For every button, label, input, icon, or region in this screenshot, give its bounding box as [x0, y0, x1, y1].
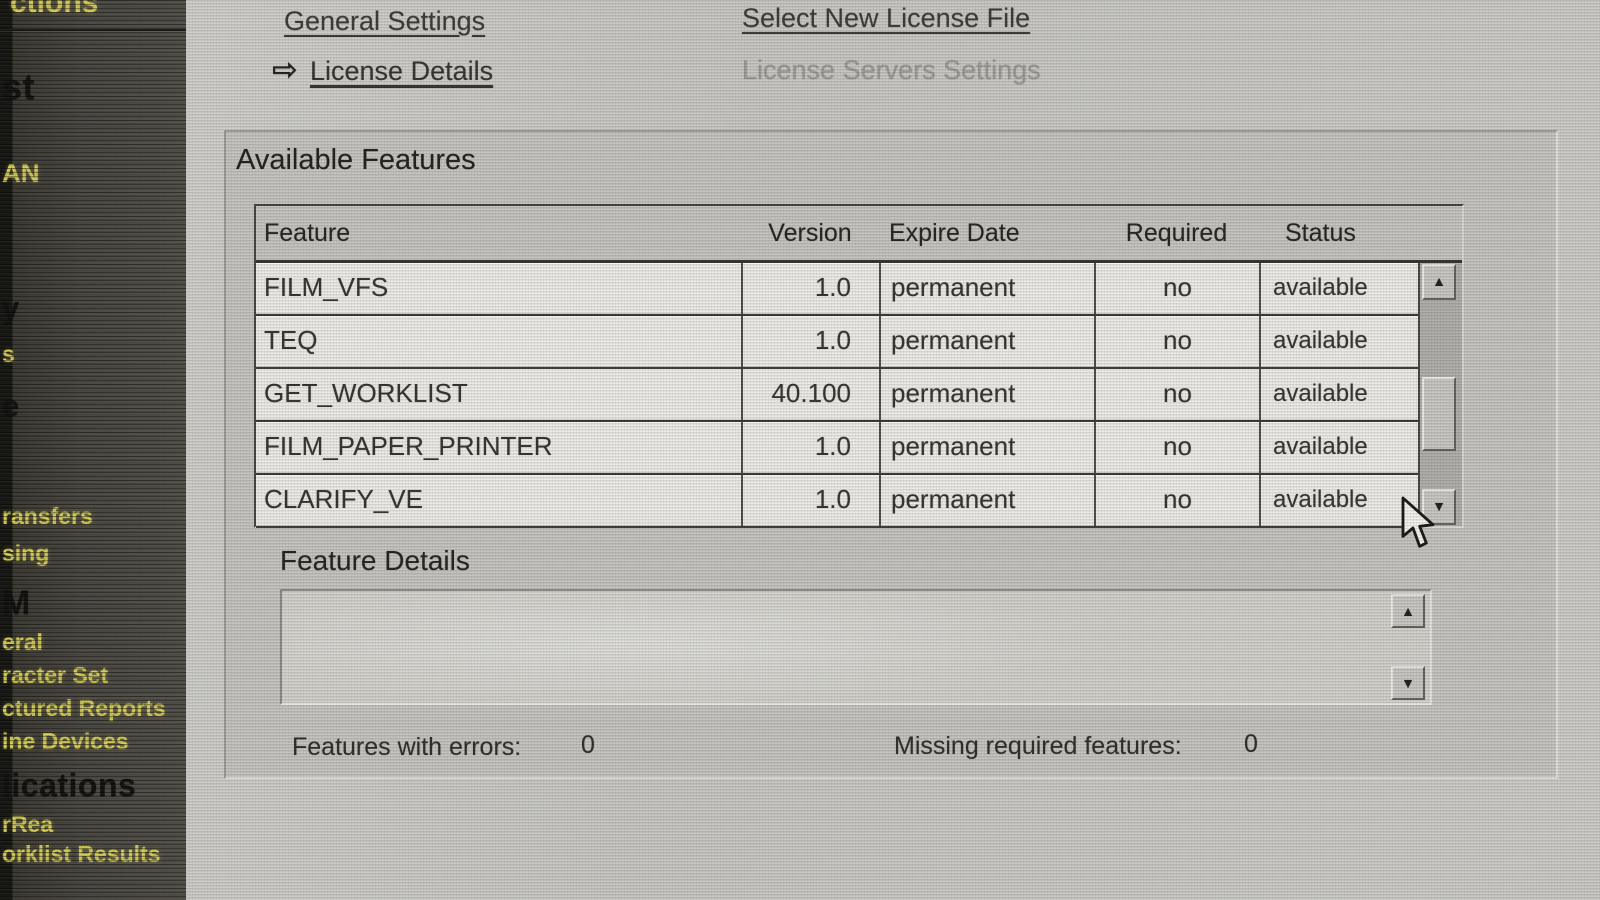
- column-header-feature: Feature: [264, 219, 351, 247]
- feature-details-box: ▲ ▼: [280, 589, 1432, 705]
- nav-link-general-settings[interactable]: General Settings: [284, 6, 486, 36]
- main-content: General Settings Select New License File…: [186, 0, 1600, 900]
- cell-status: available: [1259, 263, 1420, 314]
- cell-feature: TEQ: [264, 325, 318, 355]
- cell-feature: CLARIFY_VE: [264, 484, 423, 514]
- cell-required: no: [1094, 475, 1259, 526]
- sidebar-item[interactable]: ctions: [10, 0, 99, 19]
- cell-required: no: [1094, 422, 1259, 473]
- sidebar-item[interactable]: ransfers: [2, 503, 93, 529]
- column-header-status: Status: [1285, 219, 1356, 247]
- sidebar-item[interactable]: s: [2, 341, 15, 367]
- cell-status: available: [1259, 369, 1420, 420]
- nav-link-license-details[interactable]: License Details: [310, 56, 494, 86]
- nav-link-select-new-license-file[interactable]: Select New License File: [742, 3, 1031, 33]
- cell-expire-date: permanent: [879, 369, 1094, 420]
- table-row[interactable]: GET_WORKLIST 40.100 permanent no availab…: [256, 369, 1420, 422]
- scroll-up-icon: ▲: [1401, 603, 1415, 619]
- features-with-errors-value: 0: [581, 731, 595, 759]
- feature-details-title: Feature Details: [280, 545, 470, 576]
- cell-required: no: [1094, 369, 1259, 420]
- cell-expire-date: permanent: [879, 422, 1094, 473]
- cell-version: 1.0: [741, 263, 879, 314]
- column-header-version: Version: [768, 219, 852, 247]
- cell-version: 1.0: [741, 316, 879, 367]
- cell-feature: FILM_VFS: [264, 272, 389, 302]
- available-features-panel: Available Features Feature Version Expir…: [224, 130, 1558, 779]
- sidebar-divider: [0, 29, 186, 31]
- details-scrollbar[interactable]: ▲ ▼: [1388, 593, 1428, 701]
- column-header-required: Required: [1125, 219, 1228, 247]
- cell-version: 40.100: [741, 369, 879, 420]
- active-section-arrow-icon: ⇨: [272, 52, 298, 87]
- sidebar-item[interactable]: lications: [2, 767, 137, 803]
- cell-expire-date: permanent: [879, 263, 1094, 314]
- sidebar-item[interactable]: eral: [2, 629, 43, 655]
- features-table-header: Feature Version Expire Date Required Sta…: [256, 206, 1462, 263]
- scroll-up-button[interactable]: ▲: [1391, 594, 1425, 628]
- sidebar-item[interactable]: st: [2, 66, 36, 107]
- sidebar: ctions st AN y s e ransfers sing M eral …: [0, 0, 186, 900]
- sidebar-item[interactable]: AN: [2, 158, 40, 188]
- missing-required-features-value: 0: [1244, 730, 1258, 758]
- cell-status: available: [1259, 475, 1420, 526]
- cell-feature: FILM_PAPER_PRINTER: [264, 431, 553, 461]
- scroll-down-button[interactable]: ▼: [1391, 666, 1425, 700]
- sidebar-item[interactable]: sing: [2, 540, 50, 566]
- sidebar-item[interactable]: M: [2, 584, 31, 622]
- cell-status: available: [1259, 422, 1420, 473]
- sidebar-item[interactable]: orklist Results: [2, 841, 161, 867]
- scroll-down-icon: ▼: [1432, 498, 1446, 514]
- nav-link-license-servers-settings[interactable]: License Servers Settings: [742, 55, 1041, 85]
- column-header-expire-date: Expire Date: [889, 219, 1020, 247]
- cell-version: 1.0: [741, 475, 879, 526]
- sidebar-item[interactable]: racter Set: [2, 662, 109, 688]
- sidebar-item[interactable]: ctured Reports: [2, 695, 166, 721]
- table-row[interactable]: TEQ 1.0 permanent no available: [256, 316, 1420, 369]
- table-row[interactable]: CLARIFY_VE 1.0 permanent no available: [256, 475, 1420, 528]
- available-features-title: Available Features: [236, 144, 476, 176]
- scrollbar-thumb[interactable]: [1422, 377, 1456, 451]
- scroll-up-icon: ▲: [1432, 273, 1446, 289]
- cell-version: 1.0: [741, 422, 879, 473]
- sidebar-item[interactable]: rRea: [2, 811, 54, 837]
- scroll-down-icon: ▼: [1401, 675, 1415, 691]
- sidebar-item[interactable]: e: [2, 388, 20, 423]
- cell-status: available: [1259, 316, 1420, 367]
- sidebar-item[interactable]: y: [2, 290, 20, 325]
- scroll-down-button[interactable]: ▼: [1422, 489, 1456, 525]
- cell-expire-date: permanent: [879, 316, 1094, 367]
- features-table: Feature Version Expire Date Required Sta…: [254, 204, 1464, 528]
- sidebar-item[interactable]: ine Devices: [2, 728, 129, 754]
- cell-required: no: [1094, 263, 1259, 314]
- cell-required: no: [1094, 316, 1259, 367]
- sidebar-scanline-texture: [0, 0, 186, 900]
- features-table-body: FILM_VFS 1.0 permanent no available TEQ …: [256, 263, 1462, 528]
- cell-feature: GET_WORKLIST: [264, 378, 468, 408]
- table-row[interactable]: FILM_VFS 1.0 permanent no available: [256, 263, 1420, 316]
- missing-required-features-label: Missing required features:: [894, 732, 1182, 760]
- table-row[interactable]: FILM_PAPER_PRINTER 1.0 permanent no avai…: [256, 422, 1420, 475]
- table-scrollbar[interactable]: ▲ ▼: [1418, 263, 1462, 526]
- scroll-up-button[interactable]: ▲: [1422, 264, 1456, 300]
- features-with-errors-label: Features with errors:: [292, 733, 522, 761]
- cell-expire-date: permanent: [879, 475, 1094, 526]
- feature-details-content: [288, 595, 1382, 699]
